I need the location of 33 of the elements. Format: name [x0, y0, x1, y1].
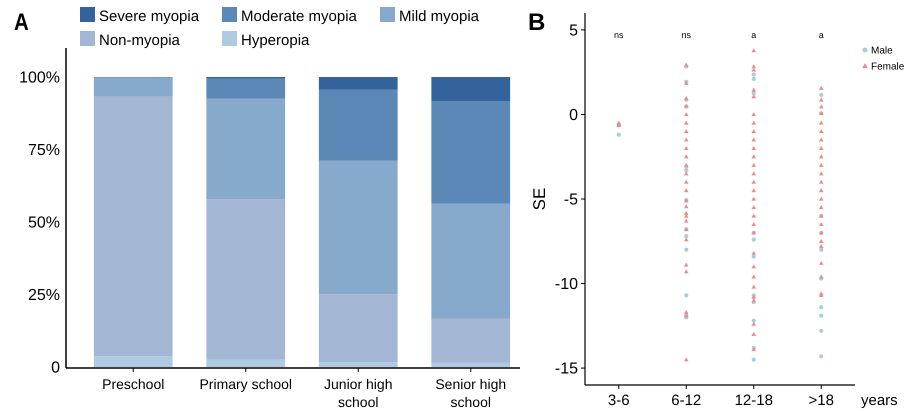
x-tick-label: Primary school [199, 376, 292, 392]
y-tick-label: 50% [28, 214, 60, 232]
y-tick-label: 0 [51, 360, 60, 377]
x-tick-label: 12-18 [734, 392, 773, 409]
annotation: ns [614, 30, 624, 40]
annotation: a [818, 30, 824, 40]
legend-label: Mild myopia [399, 8, 480, 25]
legend-label: Hyperopia [241, 32, 310, 49]
annotation: ns [681, 30, 692, 40]
legend-label: Moderate myopia [241, 8, 358, 25]
annotation: a [751, 30, 756, 40]
x-tick-label: 6-12 [671, 392, 702, 409]
y-tick-label: 25% [28, 287, 60, 304]
y-tick-label: -15 [554, 360, 578, 378]
chart-title: A [14, 8, 29, 36]
y-tick-label: 100% [19, 70, 60, 87]
y-tick-label: -10 [554, 276, 578, 294]
y-tick-label: 5 [569, 22, 578, 40]
x-tick-label: Junior high school [324, 376, 392, 410]
x-tick-label: >18 [808, 392, 834, 409]
chart-title: B [528, 9, 546, 36]
x-tick-label: Preschool [102, 376, 164, 392]
legend-label: Severe myopia [99, 8, 200, 25]
y-axis-title: SE [530, 188, 549, 210]
x-tick-label: Senior high school [435, 376, 506, 410]
legend-label: Female [871, 62, 905, 72]
x-axis-title: years [861, 392, 898, 409]
legend-label: Male [871, 46, 894, 56]
y-tick-label: 0 [569, 107, 578, 124]
x-tick-label: 3-6 [608, 392, 630, 409]
y-tick-label: 75% [28, 142, 60, 160]
legend-label: Non-myopia [99, 32, 181, 49]
y-tick-label: -5 [564, 192, 578, 209]
